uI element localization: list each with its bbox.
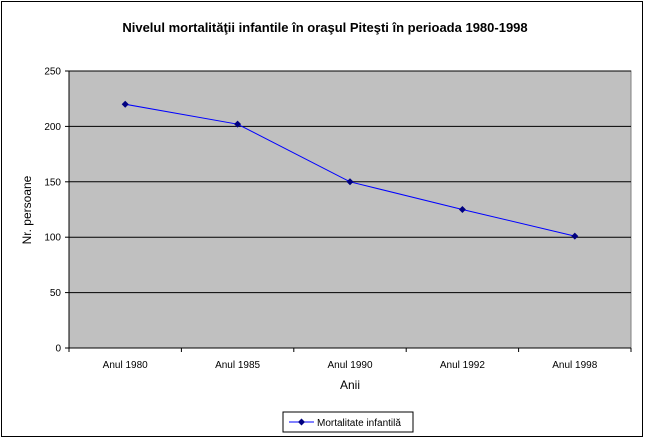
x-tick-label: Anul 1985 <box>215 360 260 371</box>
legend-box <box>282 411 414 433</box>
legend-marker-swatch <box>298 418 305 426</box>
plot-area <box>68 70 632 349</box>
legend-label: Mortalitate infantilă <box>317 418 401 429</box>
data-point-marker <box>571 232 579 240</box>
y-tick-label: 250 <box>44 67 61 78</box>
y-axis-title: Nr. persoane <box>20 175 34 244</box>
x-tick-label: Anul 1980 <box>103 360 148 371</box>
y-axis: 0 50 100 150 200 250 <box>44 67 70 355</box>
data-point-marker <box>234 120 242 128</box>
legend: Mortalitate infantilă <box>282 411 414 433</box>
x-tick-label: Anul 1992 <box>440 360 485 371</box>
y-tick-label: 200 <box>44 122 61 133</box>
y-tick-label: 50 <box>50 288 62 299</box>
x-axis-title: Anii <box>340 378 360 392</box>
y-tick-label: 0 <box>55 344 61 355</box>
x-axis: Anul 1980 Anul 1985 Anul 1990 Anul 1992 Anul… <box>68 347 632 371</box>
data-point-marker <box>121 100 129 108</box>
chart-title: Nivelul mortalităţii infantile în oraşul… <box>122 20 527 35</box>
data-point-marker <box>458 206 466 213</box>
series-mortalitate-infantila <box>121 100 579 240</box>
x-tick-label: Anul 1990 <box>327 360 372 371</box>
y-tick-label: 150 <box>44 177 61 188</box>
data-point-marker <box>346 178 354 186</box>
x-tick-label: Anul 1998 <box>552 360 597 371</box>
y-tick-label: 100 <box>44 233 61 244</box>
gridlines <box>69 70 631 294</box>
